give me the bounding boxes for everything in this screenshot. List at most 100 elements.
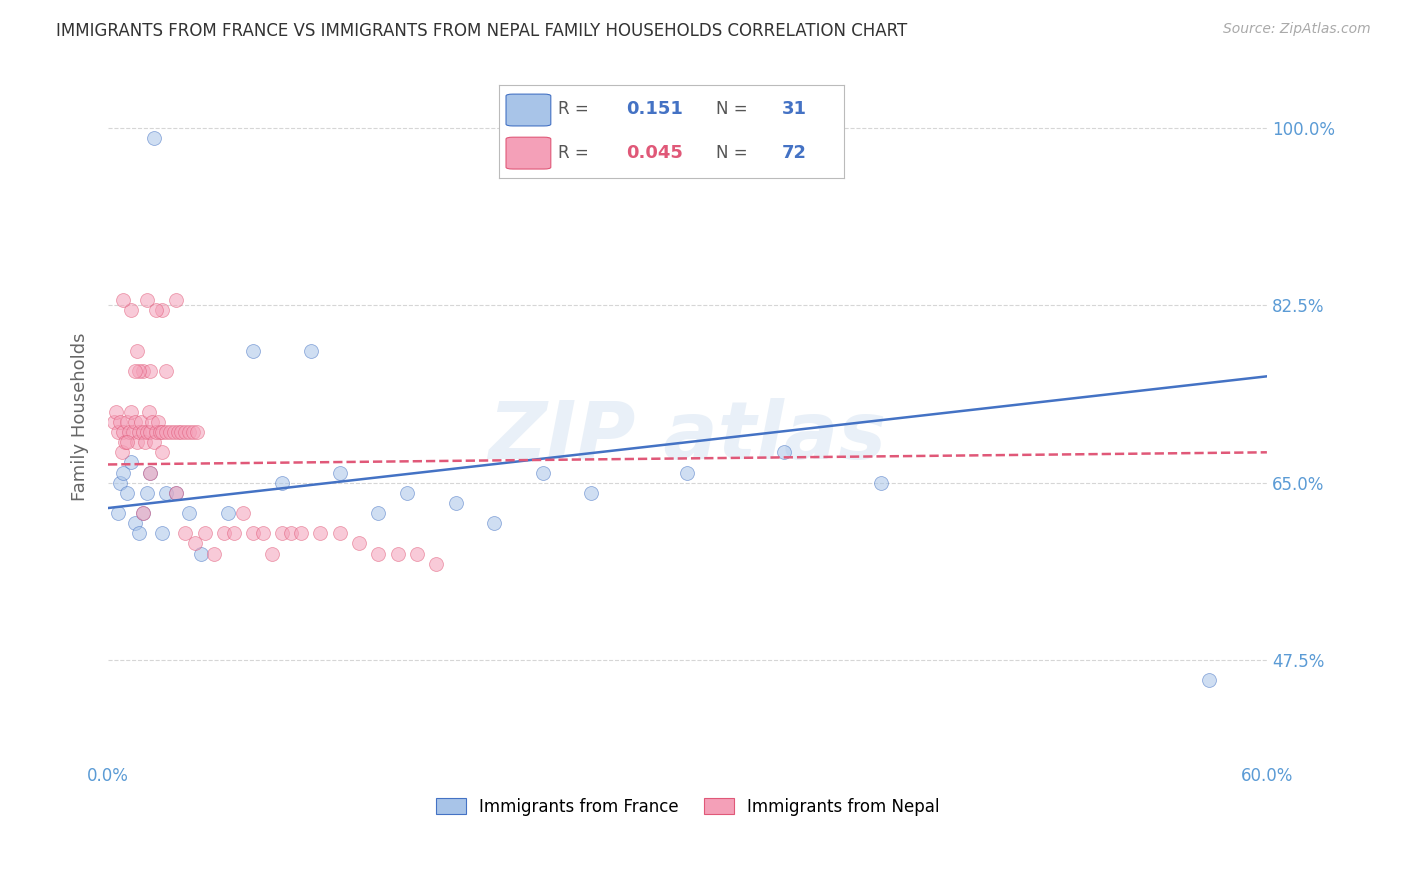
Text: 0.045: 0.045 [627,145,683,162]
Point [139,425,162,439]
Text: R =: R = [558,145,589,162]
Point [280,526,302,541]
Point [110,445,132,459]
Point [579,486,602,500]
Point [120,303,142,318]
Point [179,506,201,520]
Point [166,425,188,439]
Point [155,364,177,378]
Point [150,425,173,439]
Text: R =: R = [558,100,589,118]
FancyBboxPatch shape [506,95,551,126]
Point [165,486,187,500]
Point [222,526,245,541]
Point [181,425,204,439]
Point [120,405,142,419]
Point [125,435,148,450]
Point [329,526,352,541]
Point [155,486,177,500]
Point [117,435,139,450]
Point [128,425,150,439]
Point [128,364,150,378]
Point [425,557,447,571]
Text: N =: N = [716,100,748,118]
Point [159,425,181,439]
Point [484,516,506,531]
Point [124,516,146,531]
Text: 72: 72 [782,145,807,162]
Text: Source: ZipAtlas.com: Source: ZipAtlas.com [1223,22,1371,37]
Point [120,455,142,469]
Point [190,547,212,561]
Text: IMMIGRANTS FROM FRANCE VS IMMIGRANTS FROM NEPAL FAMILY HOUSEHOLDS CORRELATION CH: IMMIGRANTS FROM FRANCE VS IMMIGRANTS FRO… [56,22,907,40]
Point [107,425,129,439]
Point [124,415,146,429]
Point [132,364,155,378]
Point [193,526,215,541]
Point [125,343,148,358]
Point [145,425,167,439]
Point [270,475,292,490]
Point [132,425,155,439]
Point [329,466,352,480]
Point [128,526,150,541]
Point [444,496,467,510]
Point [150,445,173,459]
Legend: Immigrants from France, Immigrants from Nepal: Immigrants from France, Immigrants from … [429,791,946,822]
Point [212,526,235,541]
Text: N =: N = [716,145,748,162]
Point [104,405,127,419]
Point [270,526,292,541]
Point [143,131,166,145]
Point [150,526,173,541]
Point [138,405,160,419]
Point [112,293,135,308]
Point [174,526,197,541]
Point [112,466,135,480]
Point [122,425,145,439]
Point [217,506,239,520]
Point [150,303,173,318]
Text: ZIP atlas: ZIP atlas [488,398,887,476]
Point [118,425,141,439]
Point [149,425,172,439]
Point [165,293,187,308]
Point [202,547,225,561]
Point [135,425,157,439]
Point [145,303,167,318]
FancyBboxPatch shape [506,137,551,169]
Text: 31: 31 [782,100,807,118]
Point [242,343,264,358]
Point [186,425,208,439]
Point [139,466,162,480]
Point [139,466,162,480]
Point [108,415,131,429]
Y-axis label: Family Households: Family Households [72,333,89,501]
Point [107,506,129,520]
Point [347,536,370,550]
Point [869,475,891,490]
Point [139,364,162,378]
Point [129,415,152,429]
Point [103,415,125,429]
Point [124,364,146,378]
Point [179,425,201,439]
Point [242,526,264,541]
Point [367,547,389,561]
Point [184,536,207,550]
Point [108,475,131,490]
Text: 0.151: 0.151 [627,100,683,118]
Point [406,547,429,561]
Point [117,486,139,500]
Point [117,415,139,429]
Point [309,526,332,541]
Point [114,435,136,450]
Point [132,506,155,520]
Point [396,486,419,500]
Point [531,466,554,480]
Point [1198,673,1220,688]
Point [148,415,170,429]
Point [112,425,135,439]
Point [174,425,197,439]
Point [132,506,155,520]
